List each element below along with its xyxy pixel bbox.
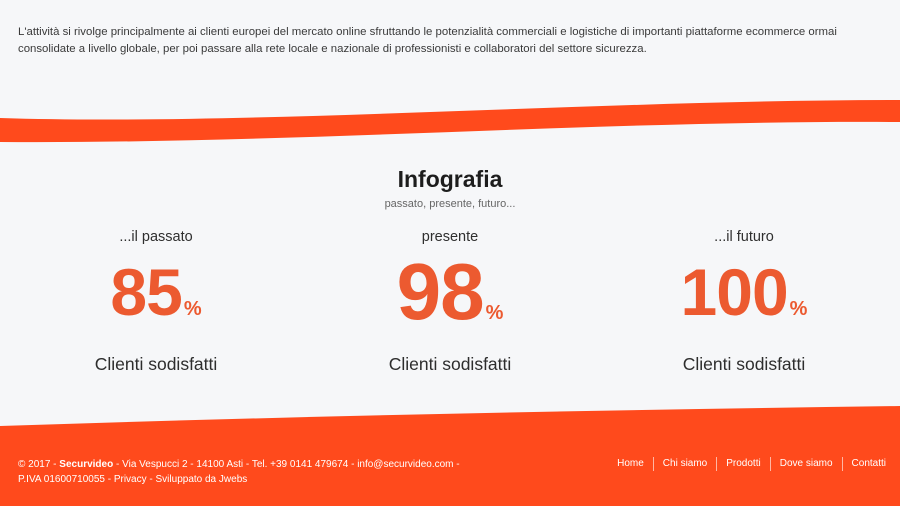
infografia-subtitle: passato, presente, futuro... (384, 198, 516, 210)
footer-brand: Securvideo (59, 459, 114, 470)
orange-wave-divider-top (0, 100, 900, 143)
footer-nav-dove-siamo[interactable]: Dove siamo (769, 457, 842, 471)
stat-caption: Clienti sodisfatti (682, 354, 806, 374)
stat-label: presente (421, 229, 479, 245)
footer-background (0, 406, 900, 506)
footer-dev-prefix: - Sviluppato da (149, 474, 217, 485)
footer-nav: Home Chi siamo Prodotti Dove siamo Conta… (608, 457, 886, 471)
stat-futuro: ...il futuro 100% Clienti sodisfatti (594, 226, 894, 375)
footer-privacy-link[interactable]: Privacy (113, 474, 147, 485)
infografia-title: Infografia (397, 166, 503, 192)
footer-copyright: © 2017 - (18, 459, 57, 470)
stat-label: ...il passato (119, 229, 193, 245)
stat-number: 100% (594, 252, 894, 332)
stat-value: 100 (680, 255, 789, 329)
stat-unit: % (789, 298, 808, 320)
intro-paragraph: L'attività si rivolge principalmente ai … (18, 26, 837, 56)
stat-value: 98 (396, 247, 485, 336)
footer-email-link[interactable]: info@securvideo.com (357, 459, 454, 470)
footer-nav-prodotti[interactable]: Prodotti (716, 457, 769, 471)
stat-unit: % (485, 302, 504, 324)
footer-nav-chi-siamo[interactable]: Chi siamo (652, 457, 716, 471)
footer-email-suffix: - (456, 459, 460, 470)
stat-presente: presente 98% Clienti sodisfatti (300, 226, 600, 375)
stat-number: 85% (6, 252, 306, 332)
stat-number: 98% (300, 252, 600, 332)
footer-nav-contatti[interactable]: Contatti (841, 457, 886, 471)
footer-nav-home[interactable]: Home (617, 458, 644, 469)
stat-caption: Clienti sodisfatti (94, 354, 218, 374)
footer-info: © 2017 - Securvideo - Via Vespucci 2 - 1… (18, 457, 460, 487)
stat-passato: ...il passato 85% Clienti sodisfatti (6, 226, 306, 375)
stat-unit: % (183, 298, 202, 320)
stat-label: ...il futuro (714, 229, 774, 245)
footer-piva: P.IVA 01600710055 - (18, 474, 112, 485)
footer-address: - Via Vespucci 2 - 14100 Asti - Tel. +39… (116, 459, 355, 470)
stat-caption: Clienti sodisfatti (388, 354, 512, 374)
footer-developer-link[interactable]: Jwebs (218, 474, 248, 485)
stat-value: 85 (110, 255, 182, 329)
